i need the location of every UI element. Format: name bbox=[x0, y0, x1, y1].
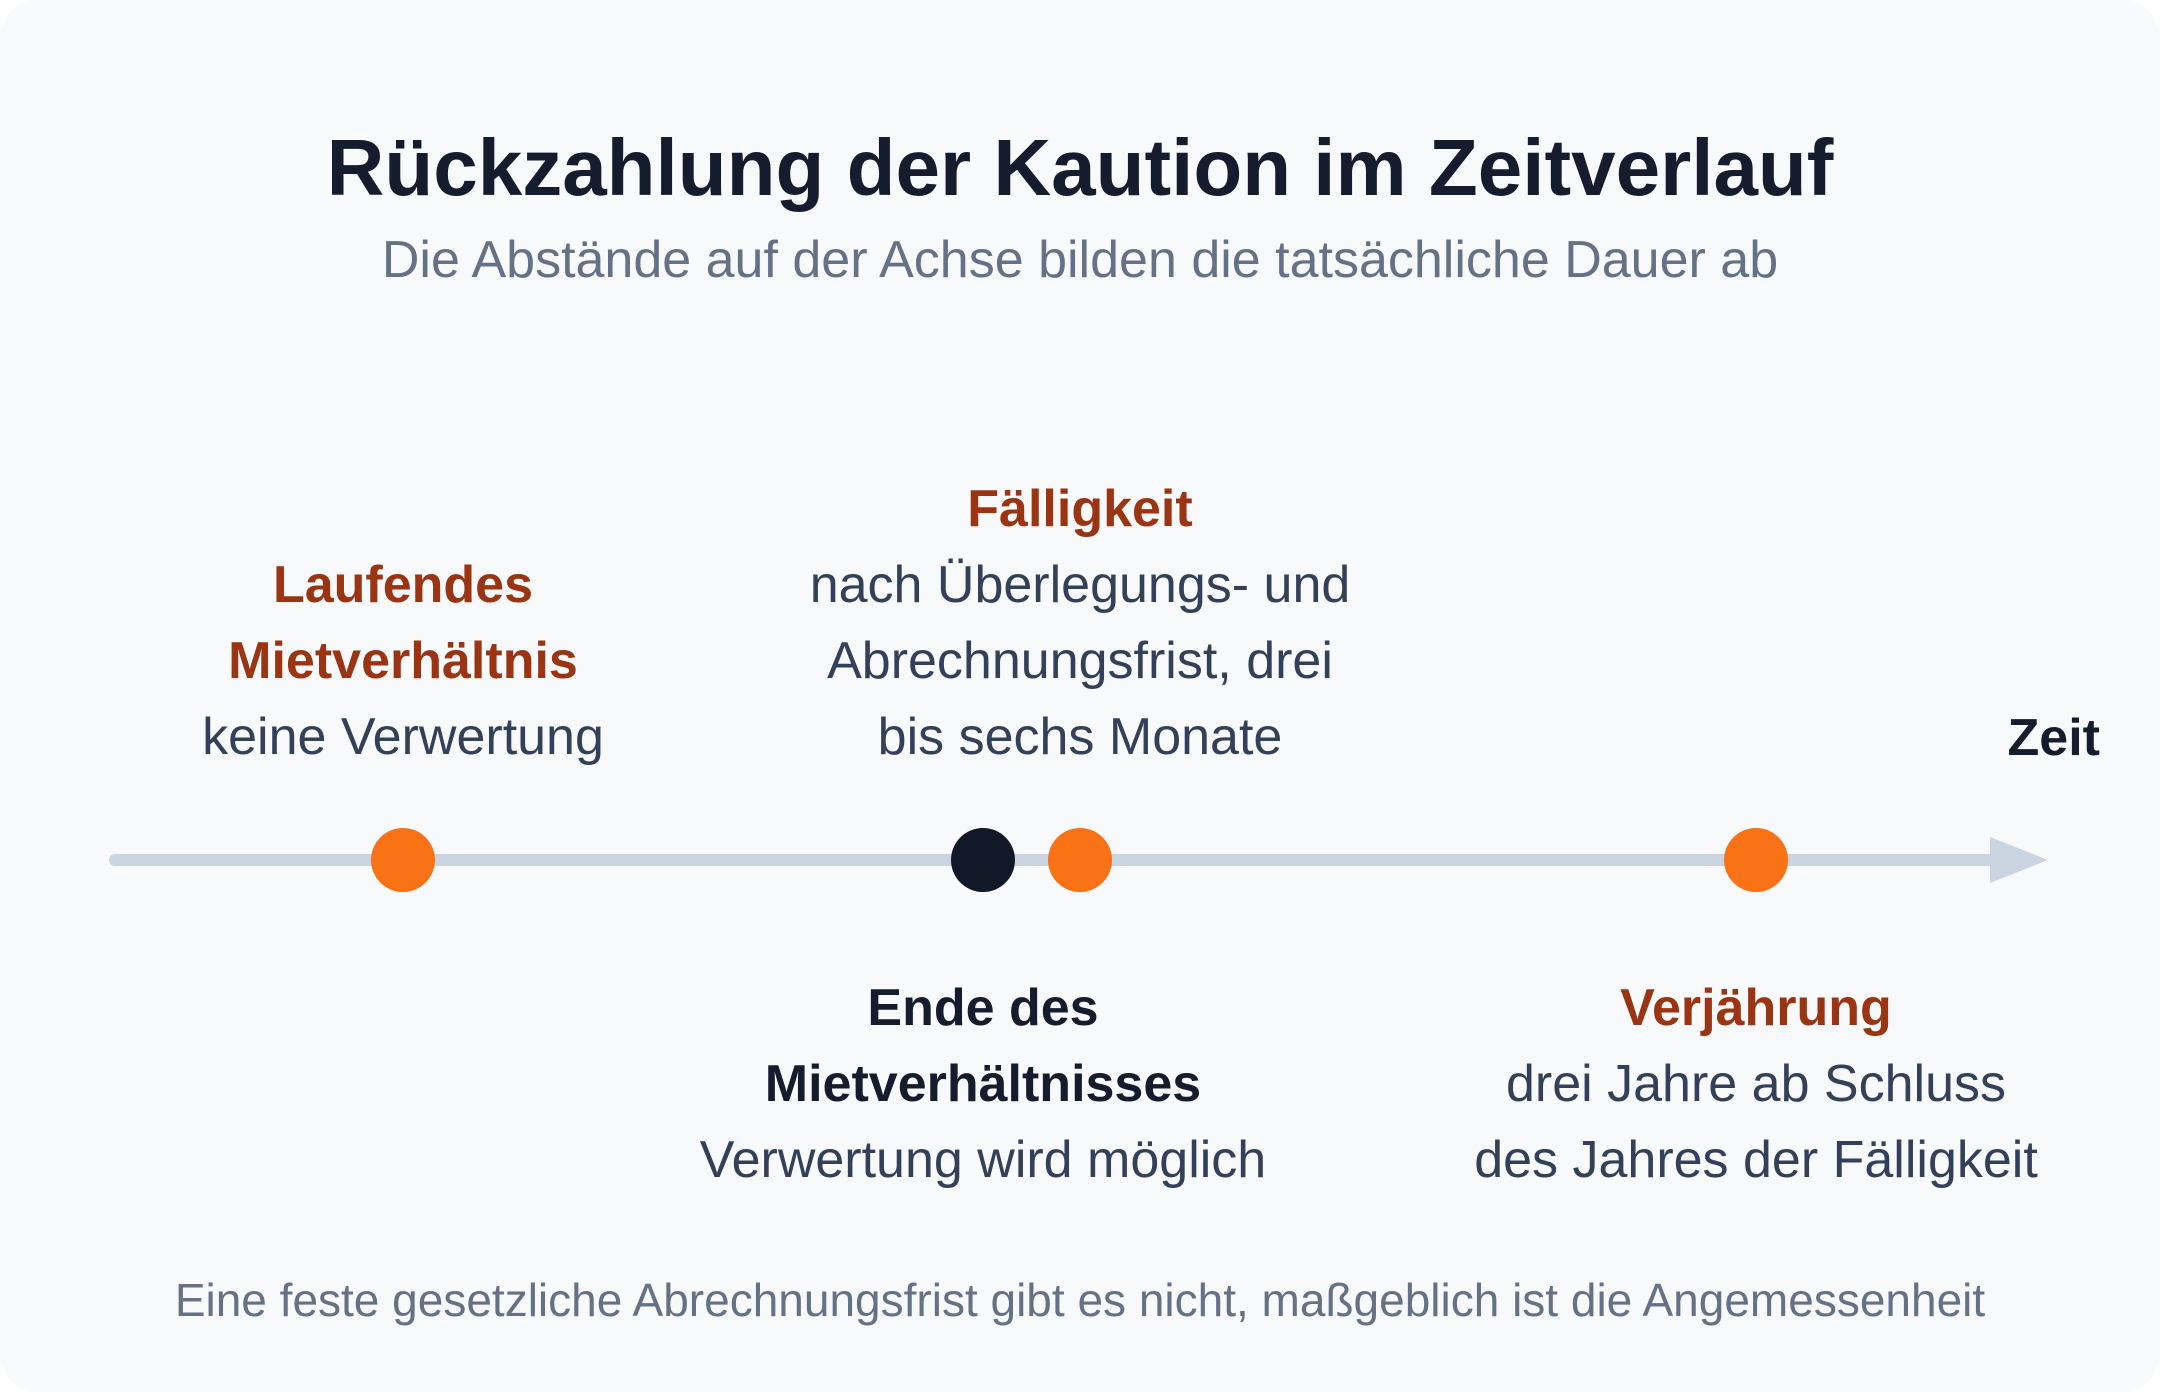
event-label-faelligkeit: Fälligkeit nach Überlegungs- und Abrechnun… bbox=[700, 471, 1460, 775]
event-heading-line: Laufendes bbox=[272, 556, 534, 614]
event-heading-line: Verjährung bbox=[1620, 979, 1892, 1037]
timeline-arrowhead bbox=[1990, 837, 2048, 883]
event-marker-laufendes-mietverhaeltnis bbox=[371, 828, 435, 892]
diagram-subtitle: Die Abstände auf der Achse bilden die ta… bbox=[381, 231, 1779, 289]
event-heading-line: Mietverhältnisses bbox=[764, 1055, 1202, 1113]
event-body-line: drei Jahre ab Schluss bbox=[1505, 1055, 2007, 1113]
axis-label-zeit: Zeit bbox=[2007, 709, 2100, 767]
event-label-verjaehrung: Verjährung drei Jahre ab Schluss des Jahre… bbox=[1376, 970, 2136, 1198]
event-body-line: keine Verwertung bbox=[202, 708, 604, 766]
event-heading-line: Ende des bbox=[867, 979, 1099, 1037]
diagram-title: Rückzahlung der Kaution im Zeitverlauf bbox=[326, 123, 1834, 212]
event-marker-ende-des-mietverhaeltnisses bbox=[951, 828, 1015, 892]
event-body-line: nach Überlegungs- und bbox=[809, 556, 1351, 614]
event-body-line: bis sechs Monate bbox=[877, 708, 1283, 766]
event-marker-faelligkeit bbox=[1048, 828, 1112, 892]
footer-note: Eine feste gesetzliche Abrechnungsfrist … bbox=[174, 1274, 1986, 1326]
event-heading-line: Fälligkeit bbox=[967, 480, 1193, 538]
event-label-ende-des-mietverhaeltnisses: Ende des Mietverhältnisses Verwertung wird… bbox=[603, 970, 1363, 1198]
event-body-line: Verwertung wird möglich bbox=[699, 1131, 1267, 1189]
event-body-line: des Jahres der Fälligkeit bbox=[1474, 1131, 2038, 1189]
event-body-line: Abrechnungsfrist, drei bbox=[827, 632, 1333, 690]
event-marker-verjaehrung bbox=[1724, 828, 1788, 892]
event-label-laufendes-mietverhaeltnis: Laufendes Mietverhältnis keine Verwertung bbox=[123, 547, 683, 775]
event-heading-line: Mietverhältnis bbox=[228, 632, 578, 690]
